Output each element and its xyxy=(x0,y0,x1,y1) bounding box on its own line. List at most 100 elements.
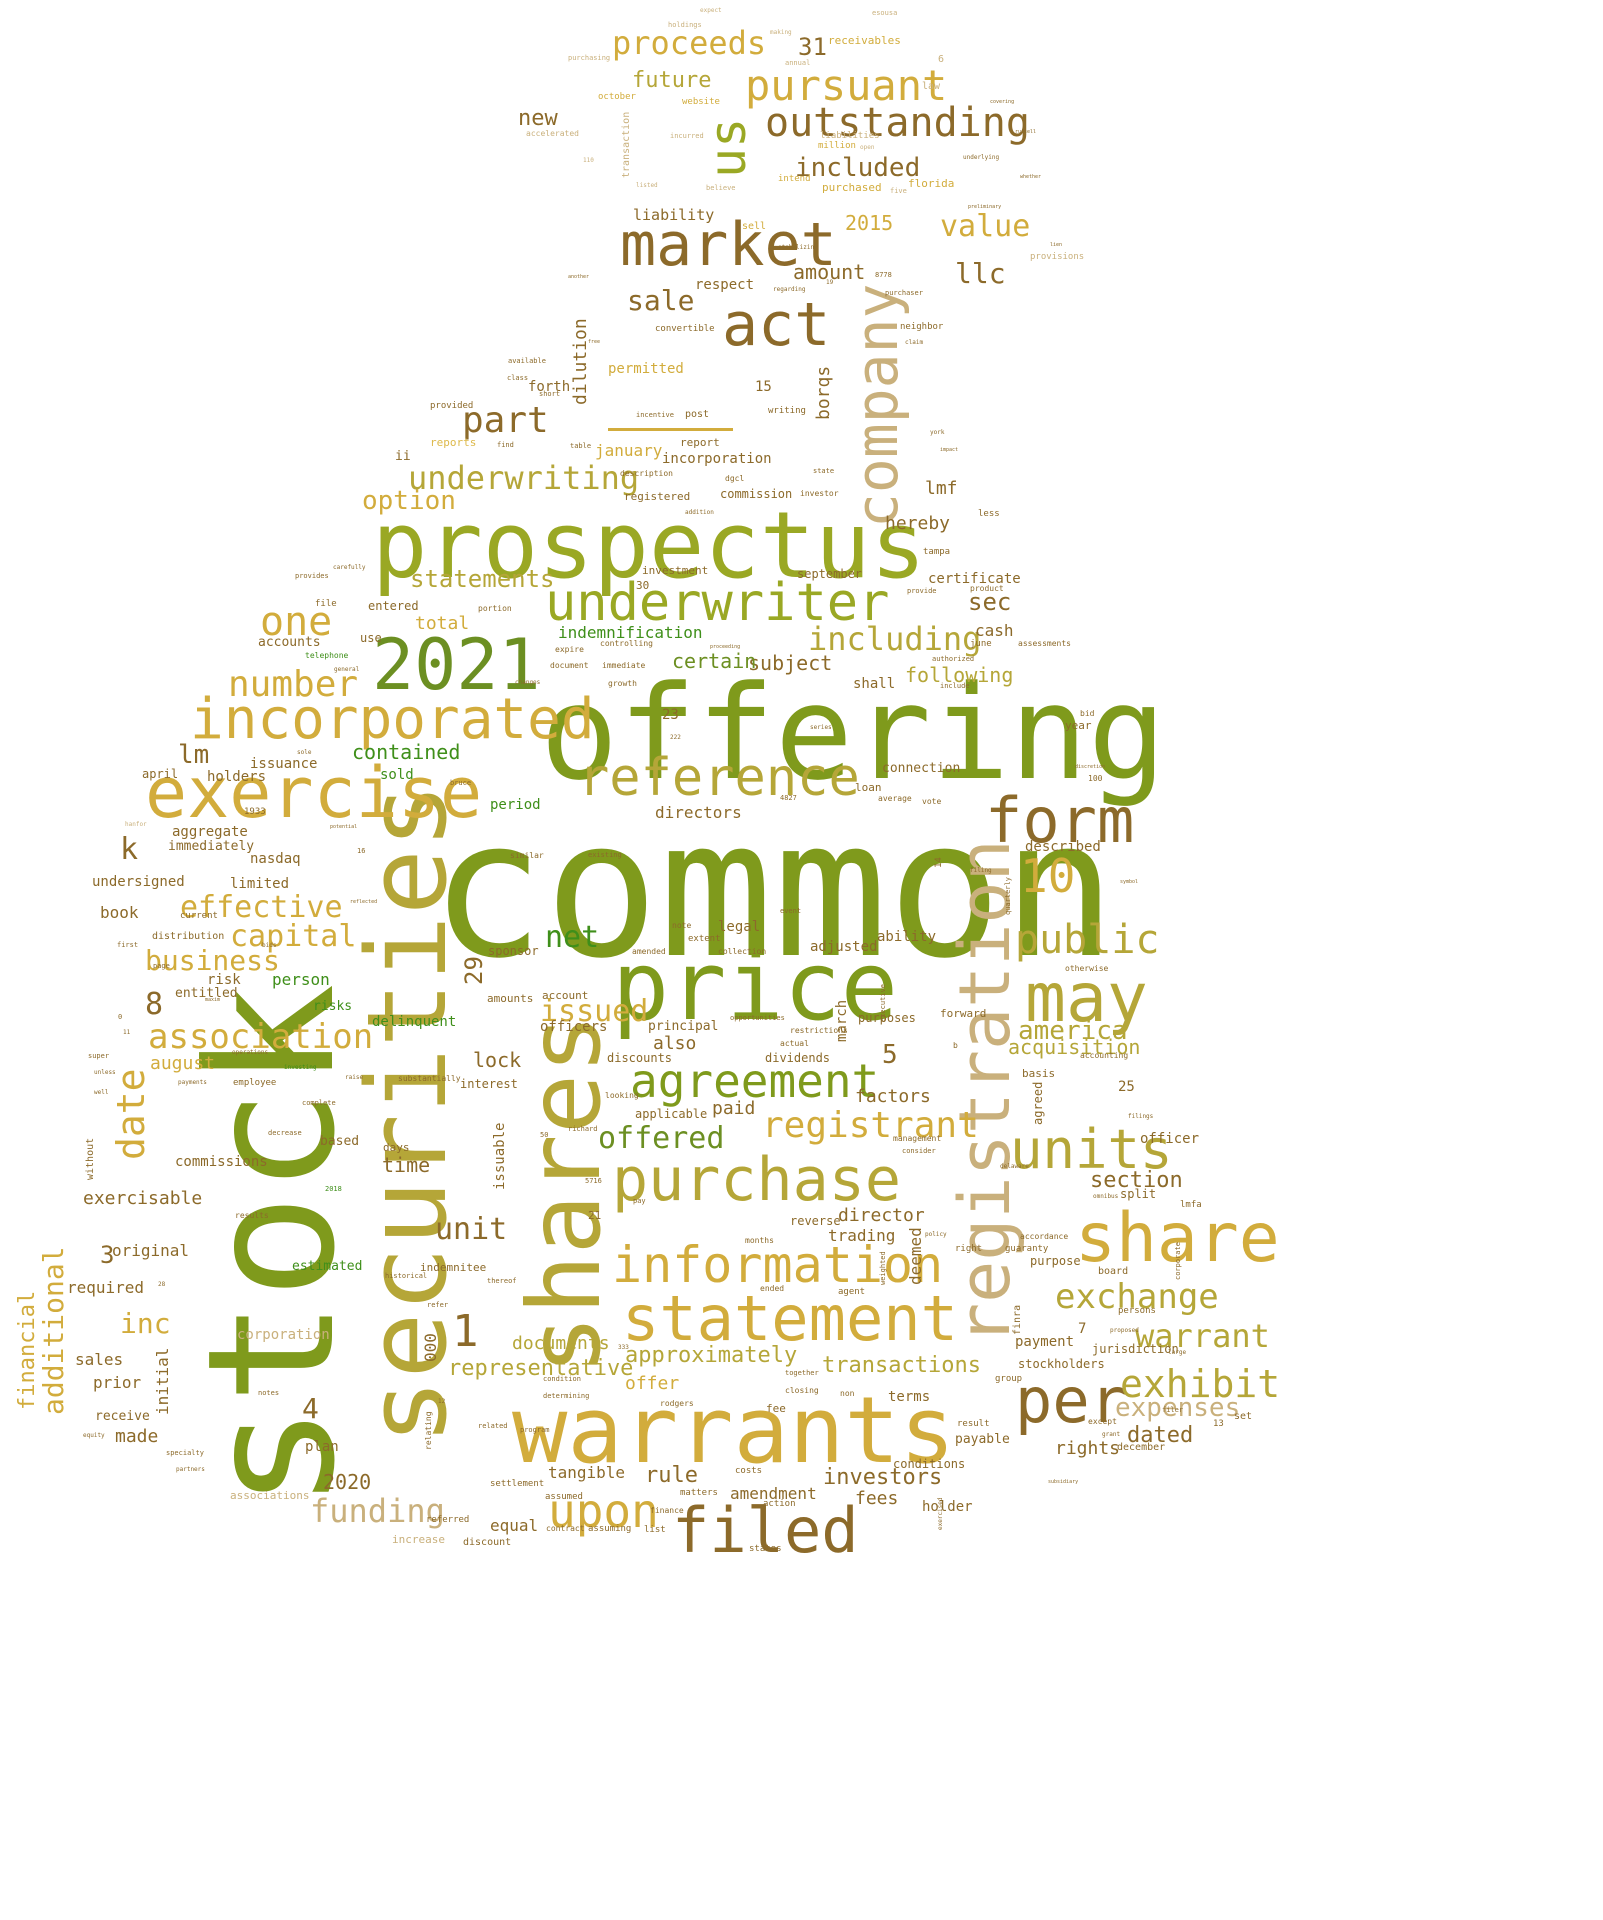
word-provisions: provisions xyxy=(1030,252,1085,262)
word-securities: securities xyxy=(343,782,471,1445)
word-find: find xyxy=(497,441,514,449)
word-account: account xyxy=(542,989,589,1002)
word-assessments: assessments xyxy=(1018,639,1071,648)
word-distribution: distribution xyxy=(152,931,225,942)
word-exchange: exchange xyxy=(1055,1277,1219,1317)
word-specialty: specialty xyxy=(166,1449,204,1457)
word-omnibus: omnibus xyxy=(1093,1193,1119,1200)
word-forth: forth xyxy=(528,379,571,395)
word-determining: determining xyxy=(543,1392,590,1400)
word-sold: sold xyxy=(380,767,414,783)
word-public: public xyxy=(1015,917,1160,963)
word-september: september xyxy=(797,567,863,581)
word-portion: portion xyxy=(478,604,512,613)
word-one: one xyxy=(260,599,333,645)
word-immediately: immediately xyxy=(168,839,255,854)
word-terms: terms xyxy=(888,1389,931,1405)
word-making: making xyxy=(770,29,792,36)
word-looking: looking xyxy=(605,1091,639,1100)
word-fees: fees xyxy=(855,1488,899,1509)
word-act: act xyxy=(722,290,831,360)
word-time: time xyxy=(382,1153,431,1177)
word-file: file xyxy=(315,599,337,609)
word-include: include xyxy=(940,682,970,690)
word-commission: commission xyxy=(720,487,793,501)
word-certain: certain xyxy=(672,649,757,673)
word-outstanding: outstanding xyxy=(765,100,1030,146)
word-corporate: corporate xyxy=(1174,1242,1182,1280)
word-accounts: accounts xyxy=(258,635,321,650)
word-substantially: substantially xyxy=(398,1074,461,1083)
word-sponsor: sponsor xyxy=(488,944,539,958)
word-believe: believe xyxy=(706,184,736,192)
word-amount: amount xyxy=(793,260,866,284)
word-effective: effective xyxy=(180,890,343,925)
word-regarding: regarding xyxy=(773,286,806,293)
word-short: short xyxy=(539,390,561,398)
word-100: 100 xyxy=(1088,774,1103,783)
word-underlying: underlying xyxy=(963,154,1000,161)
word-approximately: approximately xyxy=(625,1343,798,1368)
word-series: series xyxy=(810,724,832,731)
word-officers: officers xyxy=(540,1019,608,1035)
word-8: 8 xyxy=(145,987,164,1022)
word-changes: changes xyxy=(515,679,541,686)
word-unless: unless xyxy=(94,1069,116,1076)
word-b: b xyxy=(953,1041,958,1050)
word-assumed: assumed xyxy=(545,1492,583,1502)
word-super: super xyxy=(88,1052,110,1060)
word-50: 50 xyxy=(540,1131,549,1139)
word-consider: consider xyxy=(902,1147,936,1155)
word-payments: payments xyxy=(178,1079,207,1086)
word-settlement: settlement xyxy=(490,1479,545,1489)
word-lien: lien xyxy=(1050,242,1063,248)
word-january: january xyxy=(595,441,663,460)
word-llc: llc xyxy=(955,257,1006,290)
word-description: description xyxy=(620,469,673,478)
word-respect: respect xyxy=(695,277,755,293)
word-following: following xyxy=(905,663,1014,687)
word-florida: florida xyxy=(908,177,955,190)
word-note: note xyxy=(672,921,692,930)
word-executive: executive xyxy=(879,984,887,1022)
word-initial: initial xyxy=(153,1347,172,1415)
word-march: march xyxy=(834,999,850,1042)
word-five: five xyxy=(890,187,907,195)
word-convertible: convertible xyxy=(655,324,715,334)
word-deemed: deemed xyxy=(906,1227,925,1285)
word-opportunities: opportunities xyxy=(730,1014,785,1022)
word-offered: offered xyxy=(598,1121,725,1156)
word-proposed: proposed xyxy=(1110,1327,1139,1334)
word-222: 222 xyxy=(670,734,681,741)
word-accounting: accounting xyxy=(1080,1051,1129,1060)
word-tangible: tangible xyxy=(548,1463,626,1482)
word-indemnification: indemnification xyxy=(558,623,703,642)
word-included: included xyxy=(795,153,921,183)
word-underwriter: underwriter xyxy=(545,573,890,633)
word-liability: liability xyxy=(633,206,715,224)
word-amounts: amounts xyxy=(487,992,534,1005)
word-states: states xyxy=(749,1544,782,1554)
word-legal: legal xyxy=(718,919,761,935)
word-expire: expire xyxy=(555,645,584,654)
word-list: list xyxy=(644,1525,666,1535)
word-additional: additional xyxy=(37,1246,70,1415)
word-14: 14 xyxy=(934,857,944,868)
word-discount: discount xyxy=(463,1537,512,1548)
word-factors: factors xyxy=(855,1086,931,1107)
word-registration: registration xyxy=(944,839,1026,1345)
word-entered: entered xyxy=(368,599,419,613)
word-value: value xyxy=(940,209,1031,244)
word-6: 6 xyxy=(938,54,945,65)
word-agent: agent xyxy=(838,1287,866,1297)
word-28: 28 xyxy=(158,1281,166,1288)
word-offer: offer xyxy=(625,1373,680,1394)
word-first: first xyxy=(117,941,139,949)
word-post: post xyxy=(685,409,710,420)
word-inc: inc xyxy=(120,1307,171,1340)
word-ended: ended xyxy=(760,1284,785,1293)
word-basis: basis xyxy=(1022,1067,1056,1080)
word-11: 11 xyxy=(123,1029,131,1036)
word-result: result xyxy=(957,1419,990,1429)
word-statement: statement xyxy=(622,1282,958,1355)
